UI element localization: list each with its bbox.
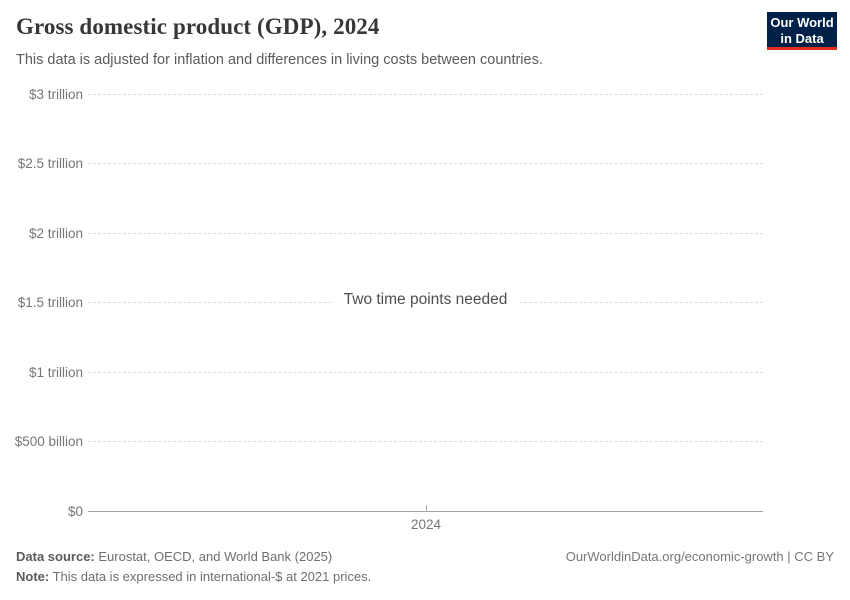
footer-datasource-label: Data source: <box>16 549 95 564</box>
no-data-message: Two time points needed <box>88 291 763 309</box>
y-axis-tick-label: $500 billion <box>14 434 83 449</box>
footer-citation-link[interactable]: OurWorldinData.org/economic-growth | CC … <box>565 549 834 564</box>
footer-datasource-text: Eurostat, OECD, and World Bank (2025) <box>94 549 333 564</box>
footer-note-text: This data is expressed in international-… <box>49 569 372 584</box>
gridline <box>88 93 763 95</box>
gridline <box>88 441 763 442</box>
x-axis-line <box>88 510 763 512</box>
x-axis-tick-mark <box>426 505 427 511</box>
owid-logo[interactable]: Our World in Data <box>767 12 837 50</box>
grid-row: $2 trillion <box>0 223 763 243</box>
owid-logo-line1: Our World <box>770 15 834 30</box>
grid-row: $500 billion <box>0 432 763 452</box>
footer-datasource: Data source: Eurostat, OECD, and World B… <box>16 549 332 564</box>
owid-logo-line2: in Data <box>780 31 824 46</box>
grid-row: $1 trillion <box>0 362 763 382</box>
gridline <box>88 371 763 373</box>
y-axis-tick-label: $1.5 trillion <box>17 295 83 310</box>
chart-subtitle: This data is adjusted for inflation and … <box>16 52 543 68</box>
grid-row: $0 <box>0 501 763 521</box>
footer-note: Note: This data is expressed in internat… <box>16 569 371 584</box>
y-axis-tick-label: $2.5 trillion <box>17 156 83 171</box>
y-axis-tick-label: $2 trillion <box>28 225 83 241</box>
grid-row: $2.5 trillion <box>0 154 763 174</box>
grid-row: $3 trillion <box>0 84 763 104</box>
y-axis-tick-label: $3 trillion <box>28 86 83 102</box>
gridline <box>88 163 763 164</box>
footer-note-label: Note: <box>16 569 50 584</box>
y-axis-tick-label: $0 <box>67 503 83 519</box>
x-axis-tick-label: 2024 <box>410 517 442 532</box>
chart-title: Gross domestic product (GDP), 2024 <box>16 14 380 39</box>
gridline <box>88 232 763 234</box>
y-axis-tick-label: $1 trillion <box>28 364 83 380</box>
